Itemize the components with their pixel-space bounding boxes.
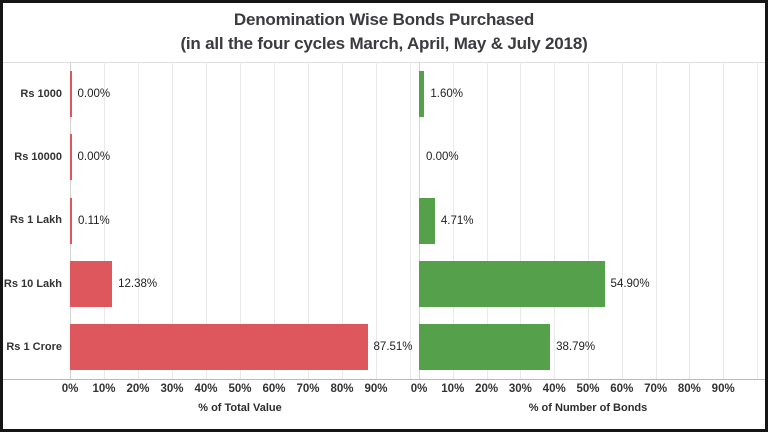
pane-number-of-bonds: 1.60% 0.00% 4.71% 54.90% 38.79% bbox=[419, 62, 758, 379]
bar-rs-10-lakh bbox=[419, 260, 605, 307]
value-label-rs-10-lakh: 12.38% bbox=[118, 277, 158, 290]
x-tick-50-: 50% bbox=[576, 383, 600, 395]
x-axis-ticks-total-value: 0% 10% 20% 30% 40% 50% 60% 70% 80% 90% bbox=[62, 383, 410, 398]
gridline-30pct bbox=[520, 62, 522, 379]
gridline-60pct bbox=[621, 62, 623, 379]
value-label-rs-10-lakh: 54.90% bbox=[610, 277, 650, 290]
value-label-rs-10000: 0.00% bbox=[77, 151, 111, 164]
category-label-rs-1-lakh: Rs 1 Lakh bbox=[10, 214, 62, 227]
bar-rs-1000 bbox=[70, 70, 72, 117]
x-tick-70-: 70% bbox=[296, 383, 320, 395]
value-label-rs-1000: 0.00% bbox=[77, 87, 111, 100]
bar-rs-10-lakh bbox=[70, 260, 113, 307]
gridline-90pct bbox=[376, 62, 377, 379]
gridline-10pct bbox=[452, 62, 454, 379]
x-tick-0-: 0% bbox=[410, 383, 428, 395]
category-label-rs-10-lakh: Rs 10 Lakh bbox=[3, 277, 62, 290]
gridline-20pct bbox=[486, 62, 488, 379]
x-tick-30-: 30% bbox=[160, 383, 184, 395]
x-tick-20-: 20% bbox=[475, 383, 499, 395]
bar-rs-1-lakh bbox=[70, 197, 72, 244]
value-label-rs-1-crore: 38.79% bbox=[556, 341, 596, 354]
gridline-30pct bbox=[172, 62, 173, 379]
x-tick-90-: 90% bbox=[364, 383, 388, 395]
gridline-20pct bbox=[138, 62, 139, 379]
bar-rs-1-lakh bbox=[419, 197, 435, 244]
x-tick-40-: 40% bbox=[542, 383, 566, 395]
bar-rs-1000 bbox=[419, 70, 425, 117]
chart-title: Denomination Wise Bonds Purchased (in al… bbox=[3, 8, 765, 56]
gridline-100pct bbox=[410, 62, 411, 379]
gridline-70pct bbox=[655, 62, 657, 379]
category-axis: Rs 1000 Rs 10000 Rs 1 Lakh Rs 10 Lakh Rs 1 C… bbox=[3, 62, 67, 379]
value-label-rs-1000: 1.60% bbox=[430, 87, 464, 100]
x-axis-title-total-value: % of Total Value bbox=[198, 402, 282, 414]
gridline-50pct bbox=[240, 62, 241, 379]
gridline-50pct bbox=[588, 62, 589, 379]
gridline-80pct bbox=[342, 62, 343, 379]
pane-total-value: 0.00% 0.00% 0.11% 12.38% 87.51% bbox=[70, 62, 413, 379]
bar-rs-10000 bbox=[70, 134, 72, 181]
category-label-rs-10000: Rs 10000 bbox=[14, 151, 62, 164]
gridline-70pct bbox=[308, 62, 309, 379]
x-axis-title-number-of-bonds: % of Number of Bonds bbox=[528, 402, 648, 414]
x-tick-30-: 30% bbox=[508, 383, 532, 395]
gridline-10pct bbox=[104, 62, 105, 379]
x-tick-70-: 70% bbox=[644, 383, 668, 395]
value-label-rs-1-lakh: 0.11% bbox=[78, 214, 110, 227]
chart-title-line1: Denomination Wise Bonds Purchased bbox=[233, 10, 535, 29]
category-label-rs-1000: Rs 1000 bbox=[20, 87, 62, 100]
x-tick-50-: 50% bbox=[228, 383, 252, 395]
x-tick-60-: 60% bbox=[262, 383, 286, 395]
gridline-40pct bbox=[554, 62, 556, 379]
chart-title-line2: (in all the four cycles March, April, Ma… bbox=[180, 34, 588, 53]
gridline-100pct bbox=[757, 62, 758, 379]
gridline-80pct bbox=[689, 62, 691, 379]
x-tick-40-: 40% bbox=[194, 383, 218, 395]
plot-top-border bbox=[3, 62, 765, 63]
x-tick-20-: 20% bbox=[126, 383, 150, 395]
gridline-40pct bbox=[206, 62, 207, 379]
x-axis-ticks-number-of-bonds: 0% 10% 20% 30% 40% 50% 60% 70% 80% 90% bbox=[411, 383, 757, 398]
x-tick-80-: 80% bbox=[330, 383, 354, 395]
x-tick-10-: 10% bbox=[92, 383, 116, 395]
value-label-rs-10000: 0.00% bbox=[426, 151, 459, 164]
x-tick-80-: 80% bbox=[677, 383, 701, 395]
value-label-rs-1-crore: 87.51% bbox=[373, 341, 413, 354]
category-label-rs-1-crore: Rs 1 Crore bbox=[6, 341, 62, 354]
x-tick-0-: 0% bbox=[61, 383, 79, 395]
x-tick-60-: 60% bbox=[610, 383, 634, 395]
x-tick-90-: 90% bbox=[711, 383, 735, 395]
value-label-rs-1-lakh: 4.71% bbox=[440, 214, 474, 227]
bar-rs-1-crore bbox=[70, 324, 368, 371]
gridline-90pct bbox=[723, 62, 725, 379]
gridline-60pct bbox=[274, 62, 275, 379]
plot-baseline bbox=[3, 379, 765, 380]
x-tick-10-: 10% bbox=[441, 383, 465, 395]
bar-rs-1-crore bbox=[419, 324, 551, 371]
